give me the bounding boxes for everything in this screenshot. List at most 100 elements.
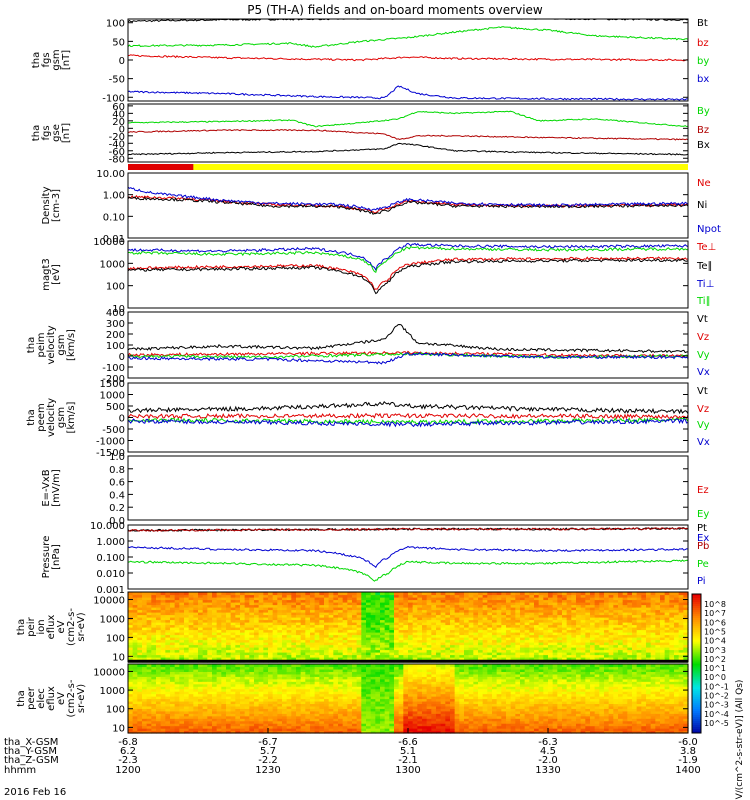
spectrogram-cell xyxy=(618,604,624,608)
spectrogram-cell xyxy=(198,664,204,668)
spectrogram-cell xyxy=(347,612,353,616)
spectrogram-cell xyxy=(478,637,484,641)
spectrogram-cell xyxy=(282,599,288,603)
spectrogram-cell xyxy=(132,681,138,685)
spectrogram-cell xyxy=(324,725,330,729)
spectrogram-cell xyxy=(394,604,400,608)
spectrogram-cell xyxy=(249,718,255,722)
spectrogram-cell xyxy=(538,657,544,661)
spectrogram-cell xyxy=(496,592,502,596)
spectrogram-cell xyxy=(538,597,544,601)
spectrogram-cell xyxy=(655,627,661,631)
spectrogram-cell xyxy=(347,614,353,618)
spectrogram-cell xyxy=(608,634,614,638)
spectrogram-cell xyxy=(244,619,250,623)
spectrogram-cell xyxy=(240,688,246,692)
panel-frame xyxy=(127,240,689,309)
spectrogram-cell xyxy=(221,671,227,675)
spectrogram-cell xyxy=(226,617,232,621)
spectrogram-cell xyxy=(548,654,554,658)
spectrogram-cell xyxy=(137,647,143,651)
legend-Vx: Vx xyxy=(697,437,710,448)
spectrogram-cell xyxy=(314,705,320,709)
spectrogram-cell xyxy=(342,683,348,687)
spectrogram-cell xyxy=(128,664,134,668)
spectrogram-cell xyxy=(188,713,194,717)
spectrogram-cell xyxy=(454,617,460,621)
spectrogram-cell xyxy=(450,609,456,613)
spectrogram-cell xyxy=(538,639,544,643)
spectrogram-cell xyxy=(650,627,656,631)
spectrogram-cell xyxy=(599,637,605,641)
spectrogram-cell xyxy=(408,652,414,656)
spectrogram-cell xyxy=(459,639,465,643)
spectrogram-cell xyxy=(524,597,530,601)
spectrogram-cell xyxy=(543,604,549,608)
spectrogram-cell xyxy=(286,609,292,613)
spectrogram-cell xyxy=(286,604,292,608)
spectrogram-cell xyxy=(300,668,306,672)
spectrogram-cell xyxy=(464,614,470,618)
spectrogram-cell xyxy=(165,693,171,697)
spectrogram-cell xyxy=(646,617,652,621)
spectrogram-cell xyxy=(468,617,474,621)
spectrogram-cell xyxy=(655,599,661,603)
spectrogram-cell xyxy=(450,624,456,628)
spectrogram-cell xyxy=(361,604,367,608)
spectrogram-cell xyxy=(422,612,428,616)
spectrogram-cell xyxy=(356,725,362,729)
spectrogram-cell xyxy=(431,597,437,601)
spectrogram-cell xyxy=(524,654,530,658)
spectrogram-cell xyxy=(128,715,134,719)
spectrogram-cell xyxy=(310,723,316,727)
spectrogram-cell xyxy=(440,637,446,641)
spectrogram-cell xyxy=(412,637,418,641)
spectrogram-cell xyxy=(501,607,507,611)
spectrogram-cell xyxy=(370,652,376,656)
spectrogram-cell xyxy=(613,627,619,631)
spectrogram-cell xyxy=(333,604,339,608)
spectrogram-cell xyxy=(240,614,246,618)
spectrogram-cell xyxy=(366,654,372,658)
spectrogram-cell xyxy=(473,609,479,613)
spectrogram-cell xyxy=(622,597,628,601)
spectrogram-cell xyxy=(156,715,162,719)
spectrogram-cell xyxy=(524,627,530,631)
spectrogram-cell xyxy=(310,629,316,633)
spectrogram-cell xyxy=(356,607,362,611)
spectrogram-cell xyxy=(468,592,474,596)
spectrogram-cell xyxy=(375,609,381,613)
spectrogram-cell xyxy=(566,594,572,598)
spectrogram-cell xyxy=(314,634,320,638)
spectrogram-cell xyxy=(132,622,138,626)
spectrogram-cell xyxy=(422,634,428,638)
spectrogram-cell xyxy=(431,609,437,613)
spectrogram-cell xyxy=(328,602,334,606)
spectrogram-cell xyxy=(324,715,330,719)
y-tick-label: 10.000 xyxy=(90,521,125,532)
spectrogram-cell xyxy=(478,609,484,613)
y-tick-label: 0 xyxy=(119,352,125,363)
spectrogram-cell xyxy=(674,642,680,646)
spectrogram-cell xyxy=(501,622,507,626)
spectrogram-cell xyxy=(151,644,157,648)
spectrogram-cell xyxy=(244,720,250,724)
spectrogram-cell xyxy=(221,627,227,631)
spectrogram-cell xyxy=(370,607,376,611)
spectrogram-cell xyxy=(674,657,680,661)
spectrogram-cell xyxy=(678,619,684,623)
spectrogram-cell xyxy=(230,622,236,626)
spectrogram-cell xyxy=(212,688,218,692)
spectrogram-cell xyxy=(198,703,204,707)
series-line-Vz xyxy=(127,412,689,420)
spectrogram-cell xyxy=(566,602,572,606)
spectrogram-cell xyxy=(324,710,330,714)
spectrogram-cell xyxy=(221,597,227,601)
spectrogram-cell xyxy=(655,597,661,601)
spectrogram-cell xyxy=(235,705,241,709)
spectrogram-cell xyxy=(333,688,339,692)
spectrogram-cell xyxy=(258,730,264,734)
spectrogram-cell xyxy=(249,720,255,724)
spectrogram-cell xyxy=(352,647,358,651)
spectrogram-cell xyxy=(305,705,311,709)
